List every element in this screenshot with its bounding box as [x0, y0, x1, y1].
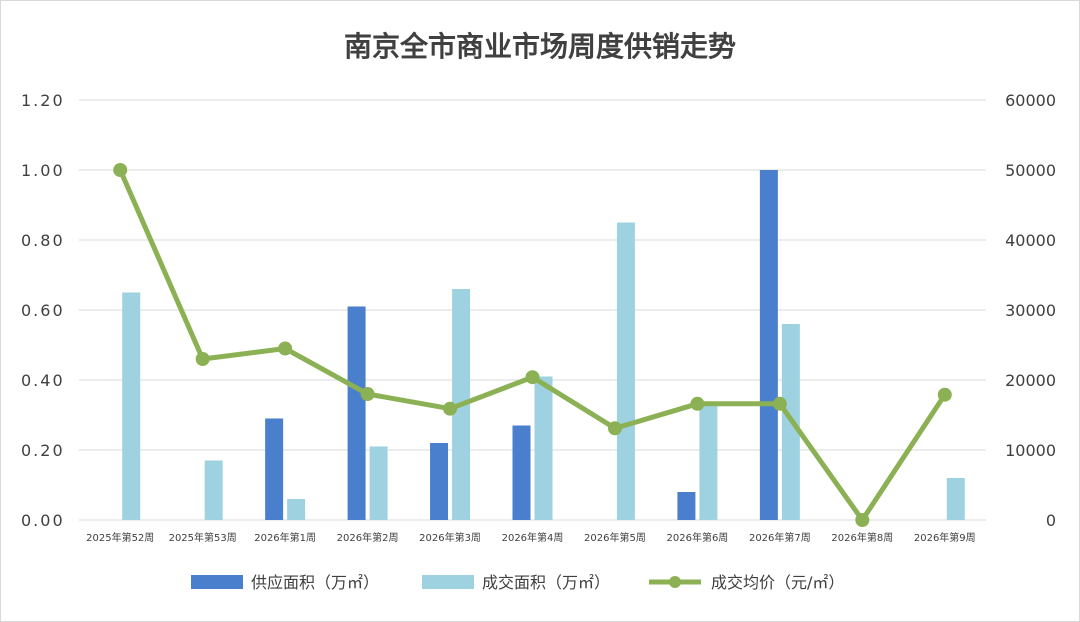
y-left-tick-label: 0.00 [21, 511, 65, 530]
price-point [278, 341, 293, 356]
legend-label-price: 成交均价（元/㎡） [711, 573, 844, 592]
bar-deal-area [946, 478, 965, 520]
price-point [525, 370, 540, 385]
x-tick-label: 2026年第9周 [914, 531, 976, 544]
y-left-tick-label: 1.00 [21, 161, 65, 180]
x-tick-label: 2026年第8周 [831, 531, 893, 544]
y-right-tick-label: 10000 [1005, 441, 1056, 460]
y-right-tick-label: 60000 [1005, 91, 1056, 110]
bar-deal-area [204, 460, 223, 520]
price-point [195, 352, 210, 366]
x-tick-label: 2026年第4周 [502, 531, 564, 544]
y-right-tick-label: 0 [1046, 511, 1056, 530]
bar-supply-area [512, 425, 531, 520]
price-point [113, 163, 128, 177]
y-right-tick-label: 50000 [1005, 161, 1056, 180]
y-left-tick-label: 1.20 [21, 91, 65, 110]
bar-deal-area [699, 404, 718, 520]
price-point [772, 396, 787, 411]
x-tick-label: 2026年第3周 [419, 531, 481, 544]
bar-deal-area [616, 222, 635, 520]
price-point [443, 401, 458, 416]
x-tick-label: 2026年第2周 [337, 531, 399, 544]
price-point [360, 387, 375, 401]
price-point [690, 396, 705, 411]
bars [122, 170, 965, 520]
x-tick-label: 2026年第7周 [749, 531, 811, 544]
price-line [113, 163, 952, 527]
bar-supply-area [759, 170, 778, 520]
y-right-tick-label: 20000 [1005, 371, 1056, 390]
x-tick-label: 2025年第53周 [169, 531, 237, 544]
bar-deal-area [122, 292, 141, 520]
bar-deal-area [287, 499, 306, 520]
bar-supply-area [430, 443, 449, 520]
price-point [937, 387, 952, 402]
bar-supply-area [677, 492, 696, 520]
chart-title: 南京全市商业市场周度供销走势 [344, 30, 736, 63]
y-left-tick-label: 0.80 [21, 231, 65, 250]
legend-swatch-deal-area [422, 575, 474, 589]
bar-deal-area [369, 446, 388, 520]
bar-supply-area [265, 418, 284, 520]
legend-swatch-price-dot [669, 576, 681, 588]
legend: 供应面积（万㎡） 成交面积（万㎡） 成交均价（元/㎡） [191, 573, 844, 592]
legend-label-deal-area: 成交面积（万㎡） [482, 573, 610, 592]
bar-deal-area [534, 376, 553, 520]
price-point [607, 421, 622, 436]
x-tick-label: 2025年第52周 [86, 531, 154, 544]
y-right-tick-label: 30000 [1005, 301, 1056, 320]
price-point [855, 513, 870, 527]
y-left-tick-label: 0.20 [21, 441, 65, 460]
y-right-tick-label: 40000 [1005, 231, 1056, 250]
right-axis: 0 10000 20000 30000 40000 50000 60000 [1005, 91, 1056, 530]
price-polyline [117, 169, 947, 523]
x-tick-label: 2026年第5周 [584, 531, 646, 544]
x-tick-label: 2026年第6周 [667, 531, 729, 544]
legend-label-supply: 供应面积（万㎡） [251, 573, 379, 592]
left-axis: 0.00 0.20 0.40 0.60 0.80 1.00 1.20 [21, 91, 65, 530]
grid-lines [79, 99, 986, 521]
x-tick-label: 2026年第1周 [254, 531, 316, 544]
x-axis: 2025年第52周 2025年第53周 2026年第1周 2026年第2周 2026年第… [86, 531, 976, 544]
y-left-tick-label: 0.40 [21, 371, 65, 390]
y-left-tick-label: 0.60 [21, 301, 65, 320]
bar-supply-area [347, 306, 366, 520]
legend-swatch-supply [191, 575, 243, 589]
